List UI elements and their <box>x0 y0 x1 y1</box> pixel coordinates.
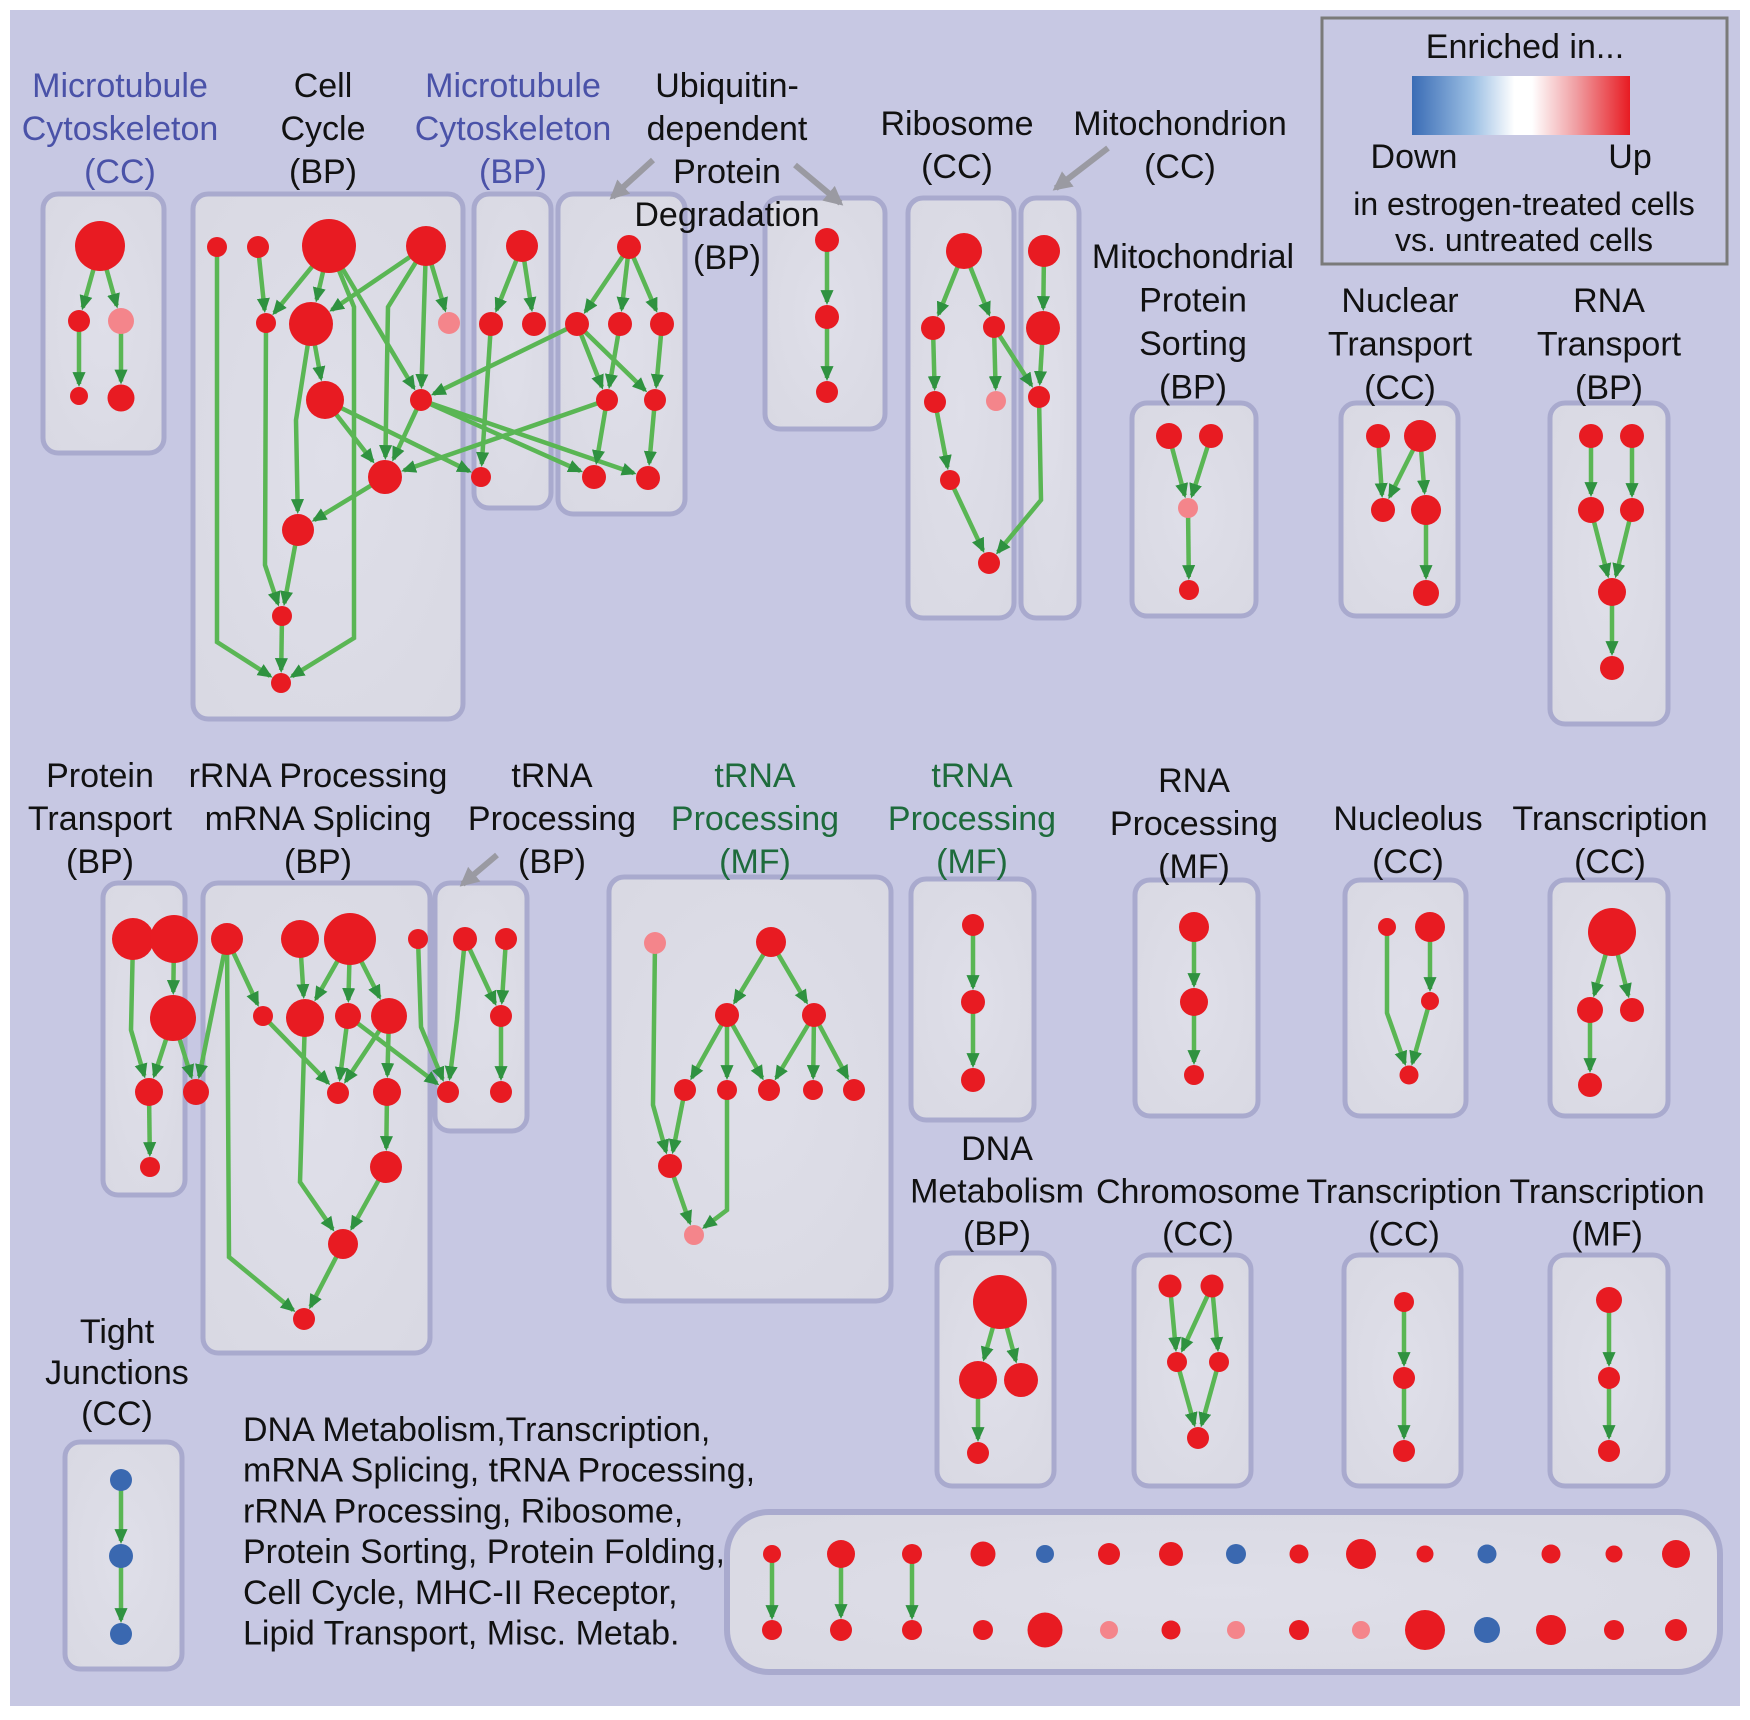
svg-text:Cell Cycle, MHC-II Receptor,: Cell Cycle, MHC-II Receptor, <box>243 1574 678 1612</box>
svg-text:Enriched in...: Enriched in... <box>1426 28 1624 66</box>
svg-text:rRNA Processing, Ribosome,: rRNA Processing, Ribosome, <box>243 1492 683 1530</box>
svg-text:(BP): (BP) <box>66 843 134 881</box>
svg-text:Transcription: Transcription <box>1306 1173 1501 1211</box>
svg-text:tRNA: tRNA <box>714 757 796 795</box>
svg-text:Ribosome: Ribosome <box>880 105 1033 143</box>
svg-text:Processing: Processing <box>468 800 636 838</box>
svg-text:tRNA: tRNA <box>931 757 1013 795</box>
svg-text:(BP): (BP) <box>284 843 352 881</box>
svg-text:mRNA Splicing: mRNA Splicing <box>205 800 432 838</box>
svg-text:Processing: Processing <box>1110 805 1278 843</box>
svg-text:Processing: Processing <box>671 800 839 838</box>
svg-text:(MF): (MF) <box>719 843 791 881</box>
svg-text:Cytoskeleton: Cytoskeleton <box>415 110 612 148</box>
svg-text:Nucleolus: Nucleolus <box>1333 800 1482 838</box>
svg-text:Protein: Protein <box>1139 282 1247 320</box>
svg-text:Cell: Cell <box>294 67 353 105</box>
svg-text:(CC): (CC) <box>1364 369 1436 407</box>
svg-text:Transport: Transport <box>28 800 173 838</box>
svg-text:Nuclear: Nuclear <box>1341 282 1458 320</box>
svg-text:Up: Up <box>1608 138 1651 176</box>
svg-text:(CC): (CC) <box>1372 843 1444 881</box>
svg-text:Chromosome: Chromosome <box>1096 1173 1300 1211</box>
svg-text:RNA: RNA <box>1158 762 1230 800</box>
svg-text:Down: Down <box>1371 138 1458 176</box>
svg-text:Processing: Processing <box>888 800 1056 838</box>
svg-text:dependent: dependent <box>647 110 808 148</box>
svg-text:Mitochondrion: Mitochondrion <box>1073 105 1287 143</box>
svg-text:(BP): (BP) <box>963 1215 1031 1253</box>
svg-text:tRNA: tRNA <box>511 757 593 795</box>
svg-text:Ubiquitin-: Ubiquitin- <box>655 67 799 105</box>
svg-text:RNA: RNA <box>1573 282 1645 320</box>
svg-text:Transport: Transport <box>1537 326 1682 364</box>
svg-text:DNA Metabolism,Transcription,: DNA Metabolism,Transcription, <box>243 1411 710 1449</box>
svg-text:(CC): (CC) <box>84 153 156 191</box>
svg-text:mRNA Splicing, tRNA Processing: mRNA Splicing, tRNA Processing, <box>243 1452 755 1490</box>
svg-text:Mitochondrial: Mitochondrial <box>1092 238 1294 276</box>
svg-text:Cycle: Cycle <box>280 110 365 148</box>
svg-text:Tight: Tight <box>80 1313 155 1351</box>
svg-text:(BP): (BP) <box>1159 369 1227 407</box>
svg-text:(CC): (CC) <box>921 148 993 186</box>
svg-text:Protein: Protein <box>673 153 781 191</box>
svg-text:(MF): (MF) <box>936 843 1008 881</box>
svg-text:Lipid Transport, Misc. Metab.: Lipid Transport, Misc. Metab. <box>243 1615 680 1653</box>
svg-text:Junctions: Junctions <box>45 1354 189 1392</box>
svg-text:Metabolism: Metabolism <box>910 1173 1084 1211</box>
svg-text:(CC): (CC) <box>81 1395 153 1433</box>
svg-text:(CC): (CC) <box>1368 1216 1440 1254</box>
svg-text:vs. untreated cells: vs. untreated cells <box>1395 222 1653 258</box>
svg-text:rRNA Processing: rRNA Processing <box>189 757 448 795</box>
svg-text:(BP): (BP) <box>479 153 547 191</box>
svg-text:Protein: Protein <box>46 757 154 795</box>
svg-text:in estrogen-treated cells: in estrogen-treated cells <box>1353 186 1695 222</box>
svg-text:(CC): (CC) <box>1144 148 1216 186</box>
svg-text:Cytoskeleton: Cytoskeleton <box>22 110 219 148</box>
svg-text:(BP): (BP) <box>289 153 357 191</box>
svg-text:Microtubule: Microtubule <box>32 67 208 105</box>
svg-text:(CC): (CC) <box>1162 1216 1234 1254</box>
svg-text:Microtubule: Microtubule <box>425 67 601 105</box>
svg-text:(CC): (CC) <box>1574 843 1646 881</box>
svg-text:(BP): (BP) <box>693 239 761 277</box>
svg-text:DNA: DNA <box>961 1130 1033 1168</box>
svg-text:(MF): (MF) <box>1158 848 1230 886</box>
svg-text:Sorting: Sorting <box>1139 325 1247 363</box>
svg-text:Degradation: Degradation <box>634 196 819 234</box>
svg-text:Transcription: Transcription <box>1512 800 1707 838</box>
svg-text:Transcription: Transcription <box>1509 1173 1704 1211</box>
svg-text:Protein Sorting, Protein Foldi: Protein Sorting, Protein Folding, <box>243 1533 725 1571</box>
svg-text:(BP): (BP) <box>1575 369 1643 407</box>
svg-text:Transport: Transport <box>1328 326 1473 364</box>
svg-text:(MF): (MF) <box>1571 1216 1643 1254</box>
svg-text:(BP): (BP) <box>518 843 586 881</box>
